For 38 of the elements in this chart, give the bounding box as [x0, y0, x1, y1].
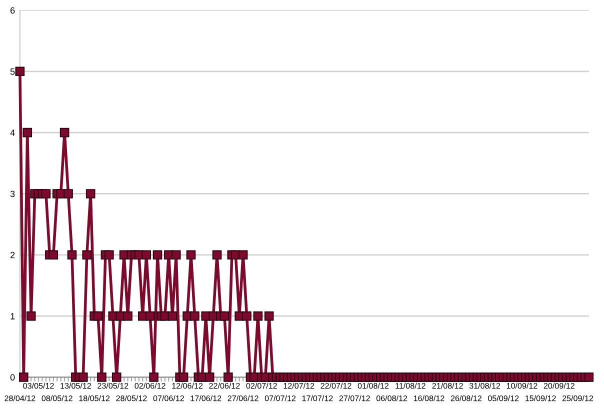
- x-tick-label: 02/06/12: [134, 382, 166, 389]
- x-tick-label: 03/05/12: [23, 382, 54, 389]
- y-tick-label: 2: [10, 252, 15, 258]
- x-tick-label: 25/09/12: [562, 395, 594, 402]
- x-tick-label: 13/05/12: [60, 382, 91, 389]
- x-tick-label: 02/07/12: [246, 382, 277, 389]
- y-tick-label: 6: [10, 7, 15, 14]
- x-tick-label: 06/08/12: [376, 395, 408, 402]
- x-tick-label: 10/09/12: [506, 382, 538, 389]
- x-tick-label: 23/05/12: [98, 382, 128, 389]
- x-tick-label: 26/08/12: [450, 395, 482, 402]
- x-tick-label: 17/07/12: [302, 395, 333, 402]
- y-tick-label: 3: [10, 190, 15, 198]
- x-tick-label: 27/06/12: [228, 395, 258, 402]
- x-tick-label: 31/08/12: [469, 382, 500, 389]
- x-tick-label: 11/08/12: [396, 382, 426, 389]
- x-tick-label: 20/09/12: [544, 382, 574, 389]
- x-tick-label: 22/07/12: [320, 382, 352, 389]
- x-tick-label: 07/06/12: [153, 395, 184, 402]
- x-tick-label: 07/07/12: [264, 395, 296, 402]
- x-tick-label: 08/05/12: [42, 395, 72, 402]
- x-tick-label: 22/06/12: [209, 382, 240, 389]
- y-tick-label: 4: [10, 130, 15, 136]
- x-tick-label: 12/07/12: [284, 382, 314, 389]
- x-tick-label: 28/05/12: [116, 395, 147, 402]
- y-tick-label: 1: [10, 313, 15, 320]
- y-tick-label: 0: [10, 374, 15, 381]
- x-tick-label: 12/06/12: [172, 382, 203, 389]
- x-tick-label: 05/09/12: [488, 395, 519, 402]
- x-tick-label: 01/08/12: [358, 382, 388, 389]
- x-tick-label: 15/09/12: [525, 395, 556, 402]
- x-tick-label: 21/08/12: [432, 382, 463, 389]
- y-tick-label: 5: [10, 68, 15, 75]
- x-tick-label: 27/07/12: [339, 395, 370, 402]
- x-tick-label: 17/06/12: [190, 395, 222, 402]
- x-tick-label: 28/04/12: [4, 395, 36, 402]
- x-tick-label: 18/05/12: [79, 395, 110, 402]
- x-tick-label: 16/08/12: [414, 395, 444, 402]
